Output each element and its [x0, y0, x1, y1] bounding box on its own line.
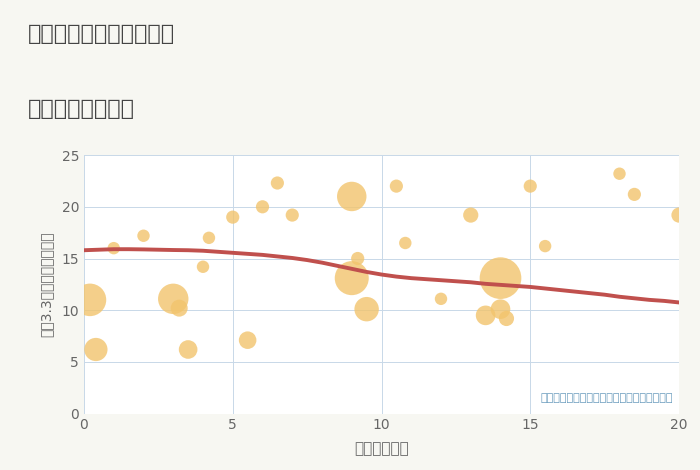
Point	[227, 213, 238, 221]
Point	[525, 182, 536, 190]
Point	[168, 295, 179, 303]
Point	[352, 255, 363, 262]
Point	[203, 234, 214, 242]
Point	[346, 193, 357, 200]
Point	[138, 232, 149, 240]
Text: 三重県四日市市小牧町の: 三重県四日市市小牧町の	[28, 24, 175, 44]
Point	[501, 315, 512, 322]
Y-axis label: 坪（3.3㎡）単価（万円）: 坪（3.3㎡）単価（万円）	[39, 232, 53, 337]
Point	[435, 295, 447, 303]
X-axis label: 駅距離（分）: 駅距離（分）	[354, 441, 409, 456]
Point	[346, 274, 357, 282]
Point	[400, 239, 411, 247]
Point	[614, 170, 625, 178]
Point	[480, 312, 491, 319]
Point	[174, 305, 185, 312]
Text: 駅距離別土地価格: 駅距離別土地価格	[28, 99, 135, 119]
Point	[197, 263, 209, 271]
Text: 円の大きさは、取引のあった物件面積を示す: 円の大きさは、取引のあった物件面積を示す	[540, 393, 673, 403]
Point	[272, 179, 283, 187]
Point	[361, 306, 372, 313]
Point	[673, 212, 685, 219]
Point	[108, 244, 119, 252]
Point	[629, 191, 640, 198]
Point	[257, 203, 268, 211]
Point	[465, 212, 476, 219]
Point	[540, 243, 551, 250]
Point	[287, 212, 298, 219]
Point	[495, 306, 506, 313]
Point	[495, 274, 506, 282]
Point	[84, 296, 95, 304]
Point	[90, 346, 101, 353]
Point	[242, 337, 253, 344]
Point	[391, 182, 402, 190]
Point	[183, 346, 194, 353]
